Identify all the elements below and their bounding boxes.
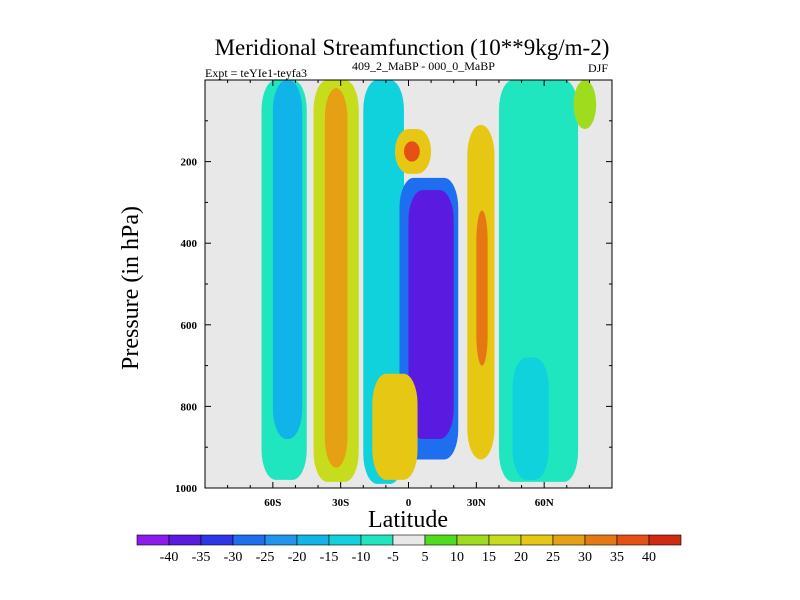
colorbar-swatch — [360, 534, 394, 546]
tick-layer: 60S 30S 0 30N 60N 200 400 600 800 1000 — [175, 80, 612, 509]
colorbar-swatch — [264, 534, 298, 546]
colorbar-label: -25 — [256, 550, 275, 565]
y-tick-label: 1000 — [175, 483, 198, 495]
colorbar-swatch — [488, 534, 522, 546]
y-tick-label: 800 — [181, 401, 198, 413]
contour-sh-highlat-blue — [272, 80, 303, 440]
contour-upper-positive-max — [403, 141, 420, 162]
contour-nh-subtrop-max — [476, 210, 488, 366]
colorbar-swatch — [232, 534, 266, 546]
colorbar-label: 40 — [642, 550, 656, 565]
colorbar-swatch — [584, 534, 618, 546]
colorbar-label: -35 — [192, 550, 211, 565]
y-axis-label: Pressure (in hPa) — [118, 206, 144, 370]
contour-sh-midlat-max — [324, 88, 348, 468]
colorbar-label: -15 — [320, 550, 339, 565]
colorbar-label: 10 — [450, 550, 464, 565]
colorbar-label: 5 — [422, 550, 429, 565]
contour-layer — [261, 80, 597, 484]
colorbar-swatch — [552, 534, 586, 546]
contour-tropical-negative-min — [408, 190, 454, 440]
colorbar-swatch — [168, 534, 202, 546]
expt-label: Expt = teYIe1-teyfa3 — [205, 66, 307, 80]
colorbar-label: 20 — [514, 550, 528, 565]
colorbar: -40 -35 -30 -25 -20 -15 -10 -5 5 10 15 20 25 30 35 40 — [136, 534, 682, 565]
contour-nh-highlat-positive — [573, 80, 597, 129]
colorbar-label: -30 — [224, 550, 243, 565]
colorbar-swatch — [456, 534, 490, 546]
colorbar-swatch — [328, 534, 362, 546]
colorbar-label: -20 — [288, 550, 307, 565]
chart-title: Meridional Streamfunction (10**9kg/m-2) — [215, 35, 610, 60]
colorbar-swatch — [424, 534, 458, 546]
y-tick-label: 600 — [181, 320, 198, 332]
y-tick-label: 400 — [181, 238, 198, 250]
colorbar-swatch — [136, 534, 170, 546]
season-label: DJF — [588, 61, 608, 75]
colorbar-swatch — [520, 534, 554, 546]
contour-sh-lowlevel-positive — [372, 373, 418, 480]
colorbar-swatch — [392, 534, 426, 546]
colorbar-swatch — [296, 534, 330, 546]
x-tick-label: 0 — [406, 497, 412, 509]
colorbar-label: 35 — [610, 550, 624, 565]
colorbar-swatch — [616, 534, 650, 546]
colorbar-label: 15 — [482, 550, 496, 565]
period-label: 409_2_MaBP - 000_0_MaBP — [352, 59, 495, 73]
x-axis-label: Latitude — [368, 507, 448, 533]
x-tick-label: 30N — [467, 497, 486, 509]
colorbar-label: -10 — [352, 550, 371, 565]
colorbar-label: -40 — [160, 550, 179, 565]
colorbar-swatch — [648, 534, 682, 546]
x-tick-label: 60S — [264, 497, 281, 509]
x-tick-label: 30S — [332, 497, 349, 509]
colorbar-label: -5 — [387, 550, 399, 565]
colorbar-label: 30 — [578, 550, 592, 565]
x-tick-label: 60N — [535, 497, 554, 509]
colorbar-swatch — [200, 534, 234, 546]
contour-nh-lowlevel-negative — [512, 357, 549, 480]
colorbar-label: 25 — [546, 550, 560, 565]
y-tick-label: 200 — [181, 157, 198, 169]
